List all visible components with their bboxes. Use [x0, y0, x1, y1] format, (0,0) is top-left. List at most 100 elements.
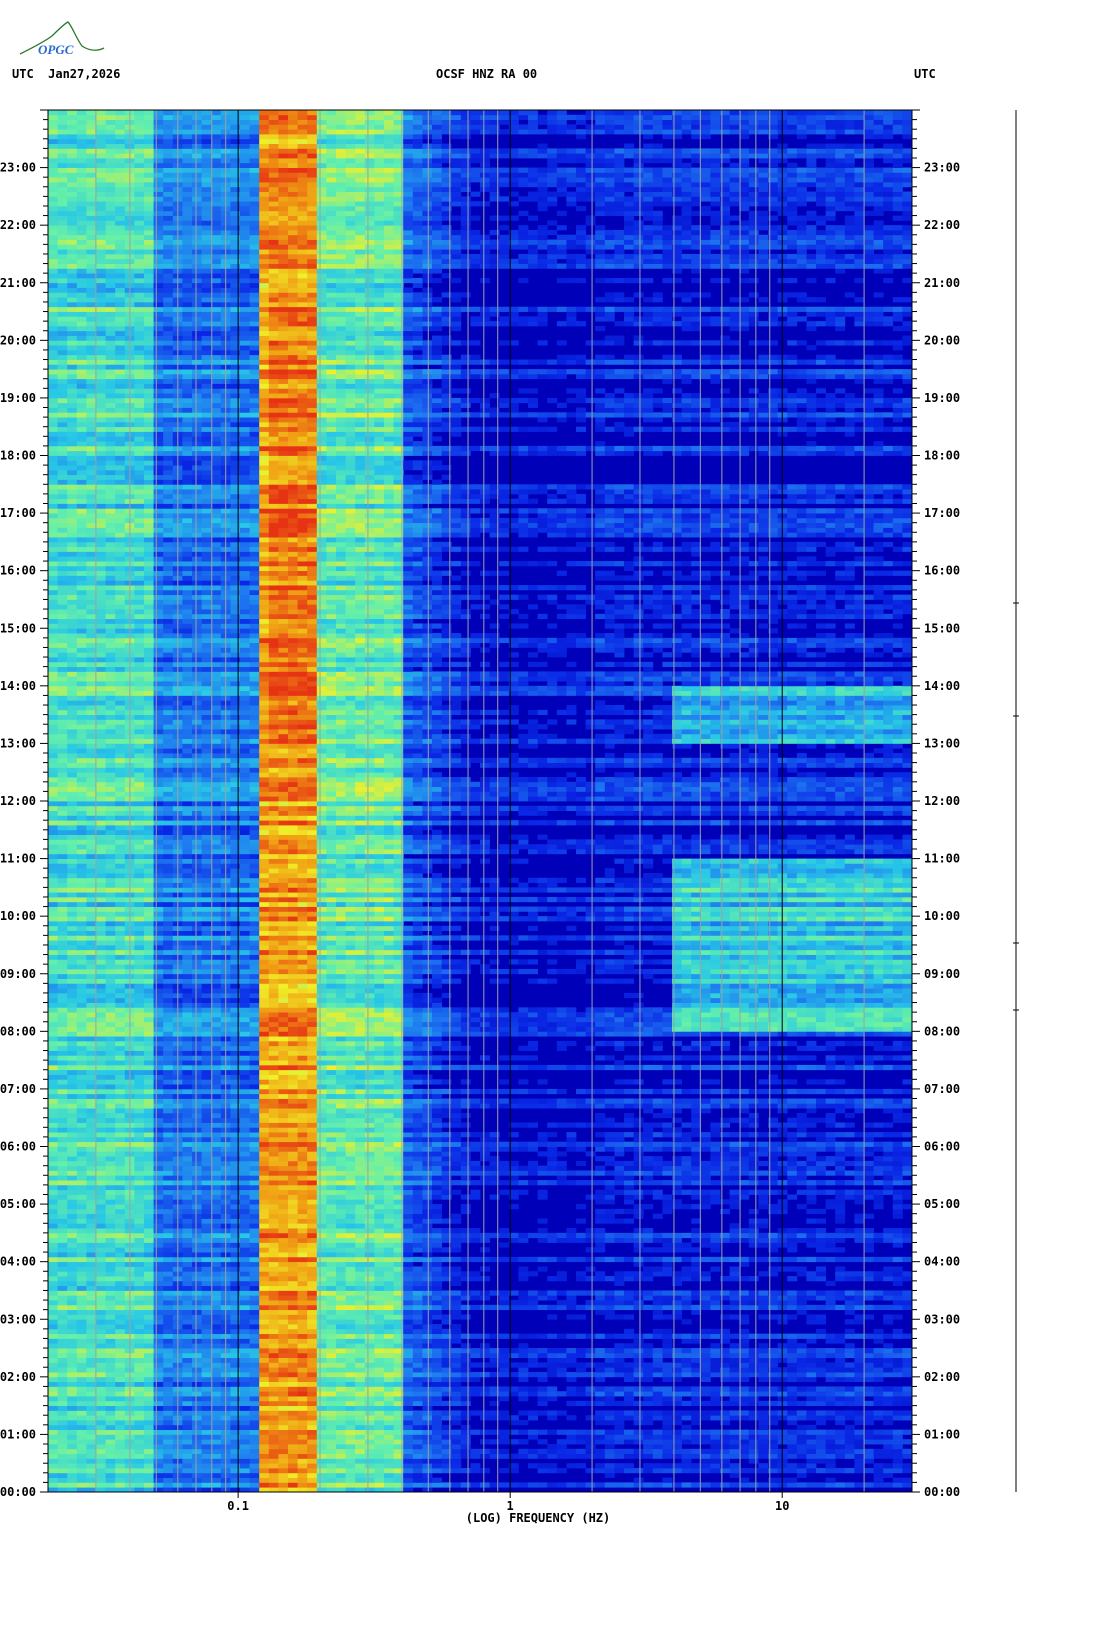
- heatmap-cell: [211, 1381, 222, 1387]
- heatmap-cell: [201, 1295, 212, 1301]
- heatmap-cell: [182, 167, 193, 173]
- heatmap-cell: [153, 1405, 164, 1411]
- heatmap-cell: [105, 417, 116, 423]
- heatmap-cell: [57, 959, 68, 965]
- heatmap-cell: [76, 1213, 87, 1219]
- heatmap-cell: [57, 1151, 68, 1157]
- heatmap-cell: [163, 709, 174, 716]
- heatmap-cell: [96, 354, 106, 360]
- heatmap-cell: [115, 508, 126, 514]
- heatmap-cell: [153, 412, 164, 418]
- heatmap-cell: [48, 1453, 58, 1459]
- heatmap-cell: [48, 157, 58, 164]
- heatmap-cell: [182, 954, 193, 960]
- heatmap-cell: [57, 609, 68, 615]
- heatmap-cell: [201, 1376, 212, 1383]
- heatmap-cell: [163, 834, 174, 840]
- heatmap-cell: [182, 623, 193, 629]
- heatmap-cell: [96, 1324, 106, 1330]
- heatmap-cell: [134, 301, 145, 308]
- heatmap-cell: [182, 604, 193, 610]
- heatmap-cell: [144, 1420, 154, 1426]
- heatmap-cell: [86, 1391, 97, 1397]
- heatmap-cell: [96, 479, 106, 485]
- heatmap-cell: [86, 325, 97, 332]
- heatmap-cell: [115, 441, 126, 447]
- heatmap-cell: [105, 1280, 116, 1287]
- heatmap-cell: [192, 1112, 202, 1119]
- heatmap-cell: [153, 340, 164, 346]
- heatmap-cell: [134, 585, 145, 591]
- heatmap-cell: [163, 887, 174, 893]
- heatmap-cell: [105, 1357, 116, 1363]
- heatmap-cell: [163, 1184, 174, 1191]
- heatmap-cell: [153, 839, 164, 845]
- heatmap-cell: [182, 1189, 193, 1195]
- heatmap-cell: [192, 551, 202, 557]
- heatmap-cell: [67, 709, 78, 716]
- heatmap-cell: [48, 1036, 58, 1042]
- heatmap-cell: [201, 201, 212, 207]
- heatmap-cell: [115, 1213, 126, 1219]
- heatmap-cell: [76, 220, 87, 226]
- heatmap-cell: [48, 316, 58, 322]
- heatmap-cell: [76, 225, 87, 231]
- heatmap-cell: [86, 810, 97, 816]
- heatmap-cell: [86, 249, 97, 255]
- heatmap-cell: [76, 157, 87, 164]
- heatmap-cell: [115, 1487, 126, 1493]
- heatmap-cell: [182, 369, 193, 375]
- heatmap-cell: [144, 417, 154, 423]
- heatmap-cell: [211, 1266, 222, 1272]
- heatmap-cell: [57, 906, 68, 912]
- heatmap-cell: [67, 1400, 78, 1407]
- heatmap-cell: [105, 872, 116, 879]
- heatmap-cell: [105, 282, 116, 288]
- heatmap-cell: [192, 642, 202, 648]
- heatmap-cell: [201, 532, 212, 538]
- heatmap-cell: [134, 1055, 145, 1061]
- heatmap-cell: [144, 896, 154, 903]
- heatmap-cell: [96, 541, 106, 548]
- heatmap-cell: [144, 824, 154, 831]
- heatmap-cell: [144, 575, 154, 581]
- heatmap-cell: [153, 1117, 164, 1123]
- heatmap-cell: [144, 589, 154, 596]
- heatmap-cell: [86, 983, 97, 989]
- heatmap-cell: [67, 124, 78, 130]
- heatmap-cell: [86, 1376, 97, 1383]
- heatmap-cell: [144, 810, 154, 816]
- heatmap-cell: [96, 762, 106, 768]
- heatmap-cell: [86, 1079, 97, 1085]
- heatmap-cell: [115, 609, 126, 615]
- heatmap-cell: [115, 613, 126, 620]
- heatmap-cell: [134, 1122, 145, 1128]
- heatmap-cell: [192, 801, 202, 807]
- heatmap-cell: [67, 839, 78, 845]
- heatmap-cell: [211, 1271, 222, 1277]
- heatmap-cell: [182, 297, 193, 303]
- heatmap-cell: [144, 383, 154, 389]
- heatmap-cell: [86, 1415, 97, 1421]
- heatmap-cell: [86, 973, 97, 979]
- heatmap-cell: [86, 1199, 97, 1205]
- heatmap-cell: [192, 1439, 202, 1445]
- heatmap-cell: [201, 143, 212, 149]
- heatmap-cell: [153, 191, 164, 197]
- heatmap-cell: [105, 916, 116, 922]
- heatmap-cell: [201, 1338, 212, 1344]
- heatmap-cell: [153, 201, 164, 207]
- heatmap-cell: [182, 215, 193, 221]
- heatmap-cell: [211, 1184, 222, 1191]
- heatmap-cell: [115, 1324, 126, 1330]
- heatmap-cell: [153, 1242, 164, 1248]
- heatmap-cell: [48, 532, 58, 538]
- heatmap-cell: [192, 1084, 202, 1090]
- heatmap-cell: [96, 877, 106, 883]
- heatmap-cell: [86, 589, 97, 596]
- heatmap-cell: [144, 1338, 154, 1344]
- heatmap-cell: [201, 292, 212, 298]
- heatmap-cell: [96, 1136, 106, 1143]
- heatmap-cell: [163, 249, 174, 255]
- heatmap-cell: [144, 239, 154, 245]
